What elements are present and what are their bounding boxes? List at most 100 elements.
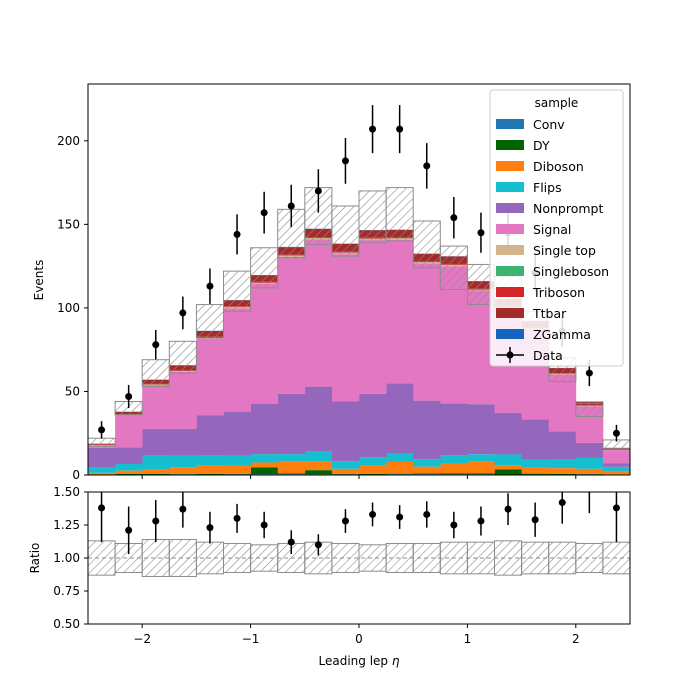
- bar-diboson-1: [115, 470, 143, 474]
- ratio-point-16: [531, 516, 539, 524]
- bar-diboson-14: [467, 461, 495, 474]
- bar-flips-16: [521, 459, 550, 468]
- bar-flips-12: [413, 459, 441, 467]
- y-tick-label-2: 100: [57, 301, 80, 315]
- bar-signal-4: [196, 338, 224, 416]
- bar-diboson-4: [196, 465, 224, 474]
- bar-signal-19: [602, 450, 630, 464]
- bar-nonprompt-17: [548, 431, 577, 460]
- legend-title: sample: [535, 96, 579, 110]
- legend-swatch-conv: [496, 119, 524, 129]
- legend-swatch-nonprompt: [496, 203, 524, 213]
- uncertainty-band-bin-18: [575, 402, 604, 418]
- uncertainty-band-bin-2: [141, 359, 170, 387]
- uncertainty-band-bin-5: [223, 270, 252, 312]
- bar-nonprompt-5: [223, 412, 251, 456]
- uncertainty-band-bin-13: [439, 245, 468, 291]
- bar-diboson-13: [440, 463, 468, 474]
- uncertainty-band-bin-9: [331, 205, 360, 257]
- x-tick-label-1: −1: [242, 632, 260, 646]
- bar-diboson-16: [521, 467, 550, 474]
- bar-diboson-19: [602, 471, 630, 475]
- ratio-y-tick-label-2: 1.00: [53, 551, 80, 565]
- ratio-point-9: [341, 517, 349, 525]
- bar-nonprompt-14: [467, 404, 495, 455]
- bar-diboson-11: [386, 461, 414, 474]
- ratio-y-tick-label-3: 1.25: [53, 518, 80, 532]
- data-point-11: [396, 125, 404, 133]
- bar-dy-2: [142, 473, 170, 475]
- ratio-point-14: [477, 517, 485, 525]
- ratio-uncertainty-band: [88, 539, 630, 577]
- bar-flips-14: [467, 454, 495, 462]
- bar-ttbar-19: [602, 448, 630, 450]
- legend-label-dy: DY: [533, 138, 550, 153]
- legend-swatch-signal: [496, 224, 524, 234]
- bar-signal-8: [304, 239, 333, 387]
- ratio-point-10: [369, 510, 377, 518]
- main-x-ticks: [141, 475, 577, 479]
- legend-data-marker: [506, 351, 514, 359]
- data-point-19: [612, 429, 620, 437]
- legend-label-nonprompt: Nonprompt: [533, 201, 603, 216]
- ratio-point-12: [423, 510, 431, 518]
- legend: sample Conv DY Diboson Flips Nonprompt Signal S…: [489, 89, 624, 367]
- ratio-point-1: [125, 526, 133, 534]
- bar-flips-2: [142, 455, 170, 469]
- bar-flips-1: [115, 463, 143, 471]
- ratio-point-19: [612, 504, 620, 512]
- bar-nonprompt-3: [169, 428, 197, 456]
- bar-nonprompt-8: [304, 386, 333, 452]
- uncertainty-band-bin-0: [88, 437, 116, 448]
- bar-nonprompt-12: [413, 400, 441, 460]
- bar-nonprompt-0: [88, 447, 116, 468]
- uncertainty-band-bin-10: [358, 190, 387, 244]
- series-diboson: [88, 461, 630, 475]
- bar-diboson-7: [277, 461, 306, 474]
- bar-flips-10: [359, 457, 387, 466]
- main-y-axis-label: Events: [32, 260, 46, 301]
- bar-signal-2: [142, 385, 170, 429]
- bar-dy-4: [196, 473, 224, 475]
- bar-flips-4: [196, 455, 224, 466]
- bar-diboson-10: [359, 465, 387, 474]
- data-point-12: [423, 162, 431, 170]
- ratio-y-tick-label-4: 1.50: [53, 485, 80, 499]
- data-point-4: [206, 282, 214, 290]
- ratio-y-axis-label: Ratio: [28, 543, 42, 574]
- bar-signal-5: [223, 308, 251, 413]
- bar-dy-8: [304, 470, 333, 475]
- ratio-point-5: [233, 514, 241, 522]
- legend-label-flips: Flips: [533, 180, 562, 195]
- ratio-y-tick-label-0: 0.50: [53, 617, 80, 631]
- data-point-6: [260, 209, 268, 217]
- ratio-point-0: [98, 504, 106, 512]
- legend-swatch-ttbar: [496, 308, 524, 318]
- bar-nonprompt-10: [359, 393, 387, 458]
- legend-swatch-single-top: [496, 245, 524, 255]
- legend-label-single-top: Single top: [533, 243, 596, 258]
- bar-diboson-3: [169, 467, 197, 474]
- bar-signal-9: [331, 254, 360, 402]
- bar-flips-9: [331, 461, 360, 469]
- bar-dy-16: [521, 473, 550, 475]
- bar-dy-12: [413, 473, 441, 475]
- data-point-3: [179, 309, 187, 317]
- ratio-point-15: [504, 505, 512, 513]
- bar-dy-10: [359, 473, 387, 475]
- legend-label-ttbar: Ttbar: [532, 306, 567, 321]
- legend-label-singleboson: Singleboson: [533, 264, 609, 279]
- ratio-band-bin-16: [521, 541, 550, 575]
- data-point-8: [314, 187, 322, 195]
- y-tick-label-0: 0: [72, 468, 80, 482]
- ratio-panel: 0.50 0.75 1.00 1.25 1.50 −2 −1 0 1 2 Ratio Leadi…: [28, 485, 631, 668]
- series-flips: [88, 451, 630, 473]
- bar-nonprompt-7: [277, 393, 306, 455]
- ratio-point-6: [260, 521, 268, 529]
- legend-swatch-singleboson: [496, 266, 524, 276]
- bar-flips-11: [386, 453, 414, 462]
- legend-label-zgamma: ZGamma: [533, 327, 591, 342]
- bar-signal-1: [115, 415, 143, 448]
- ratio-plot-area: [88, 492, 630, 577]
- bar-flips-7: [277, 454, 306, 462]
